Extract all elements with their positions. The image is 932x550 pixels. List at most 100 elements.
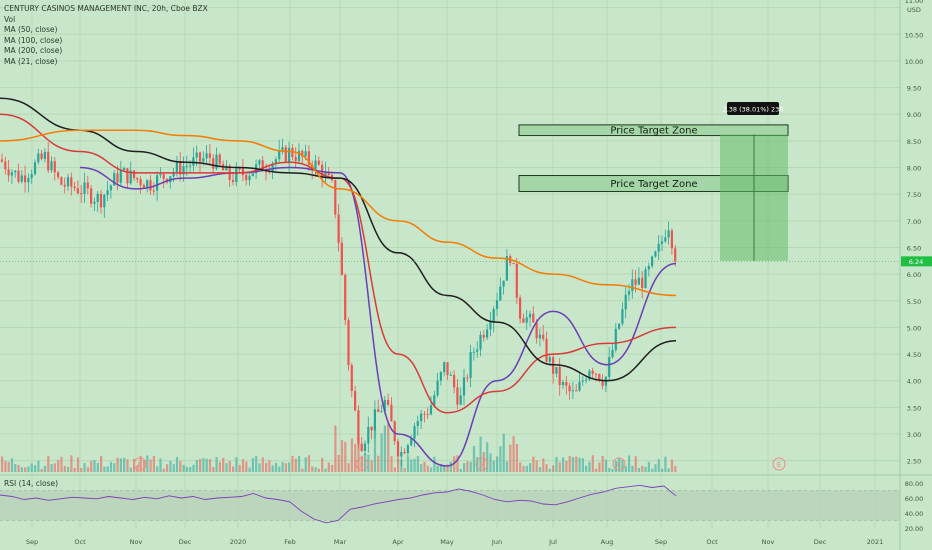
price-tick-label: 9.00 [907,111,921,119]
volume-bar [410,459,413,472]
legend-ma50[interactable]: MA (50, close) [4,25,58,34]
candle-body [24,175,27,183]
volume-bar [159,458,162,472]
volume-bar [298,455,301,472]
volume-bar [512,436,515,472]
candle-body [0,159,4,162]
volume-bar [413,458,416,472]
candle-body [142,185,145,189]
price-tick-label: 8.00 [907,165,921,173]
candle-body [43,151,46,159]
volume-bar [548,468,551,472]
volume-bar [324,468,327,472]
candle-body [393,421,396,442]
volume-bar [423,461,426,472]
volume-bar [476,457,479,472]
volume-bar [469,461,472,472]
volume-bar [463,463,466,472]
candle-body [66,177,70,187]
candle-body [654,251,657,257]
volume-bar [436,465,439,472]
price-tick-label: 2.50 [907,458,921,466]
candle-body [644,269,647,288]
volume-bar [126,459,129,472]
candle-body [218,154,221,165]
price-tick-label: 5.50 [907,298,921,306]
candle-body [555,367,558,374]
time-tick-label: Nov [130,538,143,546]
candle-body [396,441,400,457]
volume-bar [281,462,284,472]
price-tick-label: 11.00 [905,0,924,5]
volume-bar [265,463,268,472]
candle-body [248,175,251,181]
candle-body [354,390,357,411]
candle-body [601,380,604,386]
time-tick-label: Dec [814,538,827,546]
rsi-band [0,490,900,521]
moving-averages [0,97,677,467]
measure-tool[interactable]: 2.38 (38.01%) 238 [0,102,900,262]
candle-body [337,214,340,243]
candle-body [340,242,343,275]
candle-body [360,443,363,451]
volume-bar [337,454,340,472]
volume-bar [555,456,558,472]
legend-ma200[interactable]: MA (200, close) [4,46,63,55]
volume-bar [327,462,330,472]
candle-body [116,173,119,183]
price-tick-label: 10.00 [905,58,924,66]
volume-bar [314,467,317,472]
volume-bar [670,459,674,472]
time-tick-label: May [440,538,454,546]
legend-ma21[interactable]: MA (21, close) [4,56,58,66]
candle-body [93,201,96,204]
legend-vol[interactable]: Vol [4,14,16,24]
volume-bar [611,468,614,472]
volume-bar [466,461,469,472]
volume-bar [291,455,294,472]
candle-body [261,160,264,172]
volume-bar [317,468,320,472]
candle-body [558,367,561,386]
volume-bar [192,464,195,472]
earnings-event-letter: E [617,461,621,469]
earnings-event-icon [475,457,489,471]
candle-body [185,165,188,167]
candle-body [641,277,644,288]
candle-body [264,171,268,173]
candle-body [60,177,63,185]
volume-bar [4,461,7,472]
volume-bar [235,457,238,472]
candle-body [443,362,446,373]
time-tick-label: Oct [706,538,718,546]
candle-body [70,177,73,187]
volume-bar [446,464,449,472]
volume-bar [562,457,565,472]
earnings-event-icon [772,457,786,471]
candle-body [400,451,403,457]
candle-body [189,165,192,167]
volume-bar [311,466,314,472]
volume-bar [139,455,142,472]
volume-bar [152,455,155,472]
candle-body [433,395,436,406]
volume-bar [370,460,373,472]
volume-bar [614,460,617,472]
candle-body [350,365,353,391]
rsi-legend[interactable]: RSI (14, close) [4,479,59,488]
symbol-title[interactable]: CENTURY CASINOS MANAGEMENT INC, 20h, Cbo… [4,4,208,13]
candle-body [17,170,20,182]
legend-ma100[interactable]: MA (100, close) [4,35,63,45]
volume-bar [433,456,436,472]
candle-body [179,161,182,175]
candle-body [123,168,126,171]
volume-bar [552,465,555,472]
candle-body [202,158,205,162]
candle-body [50,161,53,171]
volume-bar [591,455,594,472]
volume-bar [255,456,258,472]
volume-bar [116,457,119,472]
